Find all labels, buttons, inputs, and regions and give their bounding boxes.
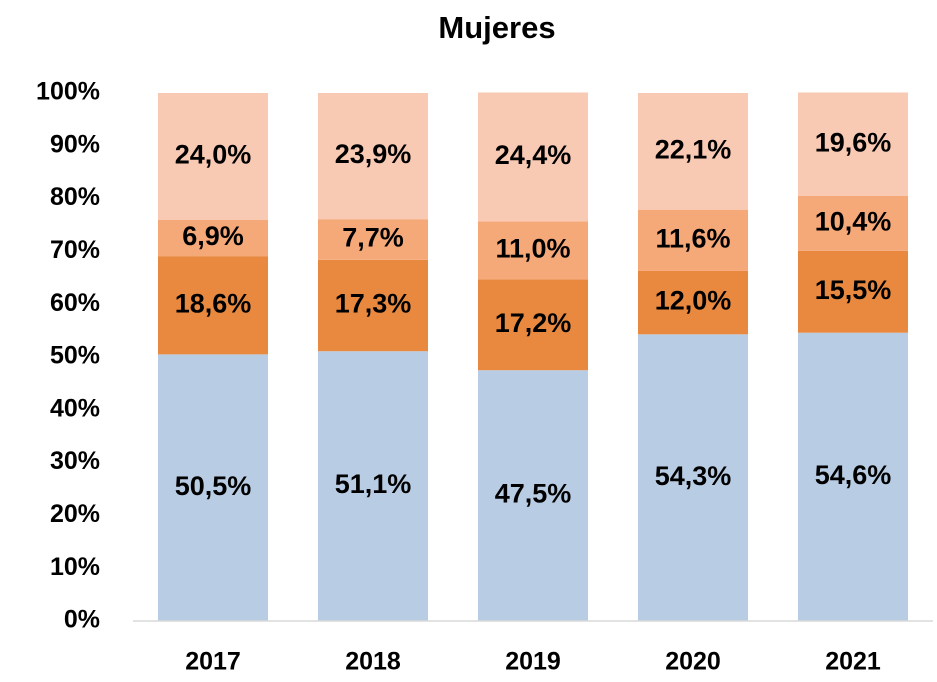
x-tick-label: 2019 [505, 648, 561, 676]
bar-segment [638, 334, 748, 621]
y-tick-label: 90% [50, 130, 100, 158]
bar-segment [318, 219, 428, 260]
data-label: 54,3% [655, 461, 732, 491]
bar-segment [638, 93, 748, 210]
y-tick-label: 20% [50, 500, 100, 528]
y-tick-label: 70% [50, 236, 100, 264]
data-label: 11,0% [495, 233, 570, 263]
data-label: 15,5% [815, 275, 892, 305]
bar-segment [318, 93, 428, 220]
data-label: 47,5% [495, 479, 572, 509]
bar-segment [798, 332, 908, 621]
data-label: 7,7% [342, 223, 404, 253]
data-label: 6,9% [182, 221, 244, 251]
y-tick-label: 30% [50, 447, 100, 475]
data-label: 19,6% [815, 127, 892, 157]
bar-segment [638, 209, 748, 271]
bar-segment [478, 279, 588, 371]
bar-segment [478, 370, 588, 621]
data-label: 50,5% [175, 471, 252, 501]
chart-title: Mujeres [438, 10, 555, 45]
bar-segment [318, 259, 428, 352]
bar-segment [638, 270, 748, 335]
bar-segment [798, 250, 908, 333]
y-tick-label: 10% [50, 553, 100, 581]
x-tick-label: 2017 [185, 648, 241, 676]
bar-segment [318, 351, 428, 621]
bar-segment [158, 354, 268, 621]
bar-segment [158, 93, 268, 220]
y-tick-label: 100% [36, 78, 100, 106]
data-label: 18,6% [175, 288, 252, 318]
y-tick-label: 60% [50, 289, 100, 317]
y-tick-label: 50% [50, 342, 100, 370]
y-tick-label: 80% [50, 183, 100, 211]
y-tick-label: 40% [50, 394, 100, 422]
bar-segment [158, 256, 268, 355]
bar-segment [478, 221, 588, 280]
x-tick-label: 2021 [825, 648, 881, 676]
x-tick-label: 2020 [665, 648, 721, 676]
data-label: 11,6% [655, 223, 730, 253]
bar-segment [798, 195, 908, 251]
data-label: 17,2% [495, 308, 572, 338]
data-label: 23,9% [335, 139, 412, 169]
bar-segment [158, 219, 268, 257]
data-label: 24,0% [175, 139, 252, 169]
data-label: 54,6% [815, 460, 892, 490]
data-label: 24,4% [495, 140, 572, 170]
bar-segment [478, 92, 588, 222]
data-label: 10,4% [815, 207, 892, 237]
bar-segment [798, 92, 908, 196]
data-label: 12,0% [655, 286, 732, 316]
y-tick-label: 0% [64, 606, 100, 634]
data-label: 17,3% [335, 289, 412, 319]
x-tick-label: 2018 [345, 648, 401, 676]
data-label: 51,1% [335, 469, 412, 499]
data-label: 22,1% [655, 134, 732, 164]
